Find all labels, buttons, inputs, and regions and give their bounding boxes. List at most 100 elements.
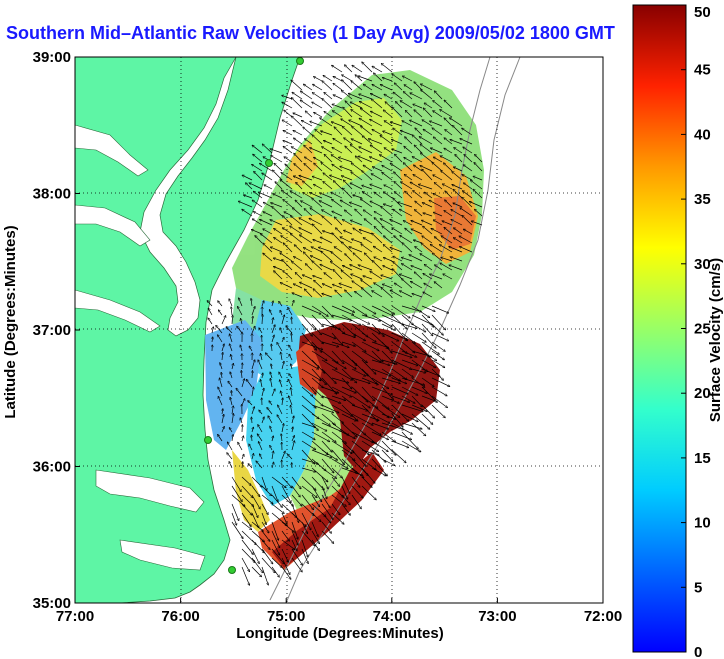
velocity-vector [341,386,356,393]
velocity-vector [341,494,350,505]
y-tick-label: 39:00 [33,49,71,66]
velocity-vector [361,341,379,351]
velocity-vector [324,141,333,145]
velocity-vector [380,155,393,163]
velocity-vector [334,217,343,226]
velocity-vectors [207,62,483,585]
velocity-vector [361,368,377,384]
velocity-vector [413,104,423,109]
velocity-vector [341,270,353,280]
velocity-vector [303,127,313,136]
velocity-vector [393,262,403,271]
velocity-vector [352,281,363,289]
velocity-vector [295,200,303,208]
velocity-vector [361,359,376,374]
velocity-vector [433,101,443,109]
velocity-vector [394,236,403,244]
velocity-vector [349,120,363,127]
velocity-vector [404,174,413,181]
x-axis-label: Longitude (Degrees:Minutes) [236,625,444,642]
velocity-vector [394,182,403,190]
velocity-vector [280,310,283,316]
velocity-vector [291,503,299,523]
velocity-vector [361,404,378,421]
velocity-vector [281,391,283,397]
velocity-vector [219,378,223,388]
velocity-vector [351,458,368,476]
velocity-vector [331,458,348,469]
velocity-vector [440,263,453,271]
velocity-vector [405,228,413,235]
velocity-vector [415,247,423,253]
velocity-vector [265,353,273,361]
velocity-vector [251,494,260,509]
velocity-vector [331,314,352,321]
velocity-vector [449,247,463,253]
velocity-vector [371,422,388,429]
velocity-vector [424,192,433,199]
velocity-vector [391,368,407,380]
velocity-vector [261,539,270,550]
velocity-vector [411,368,426,373]
velocity-vector [405,191,413,199]
velocity-vector [362,171,373,181]
velocity-vector [303,193,313,199]
velocity-vector [431,323,443,335]
velocity-vector [249,183,263,190]
velocity-vector [404,157,413,163]
velocity-vector [348,93,363,100]
velocity-vector [363,276,373,280]
velocity-vector [350,265,363,271]
velocity-vector [291,548,303,565]
velocity-vector [331,476,340,486]
velocity-vector [411,404,427,412]
velocity-vector [391,422,412,434]
velocity-vector [401,182,413,190]
velocity-vector [382,226,393,235]
velocity-vector [401,395,415,403]
velocity-vector [311,485,322,502]
velocity-vector [282,260,293,271]
velocity-vector [421,404,435,418]
velocity-vector [411,305,430,318]
velocity-vector [256,461,263,469]
velocity-vector [391,350,412,358]
velocity-vector [301,332,317,350]
velocity-vector [441,236,453,244]
velocity-vector [451,210,463,217]
velocity-vector [291,485,300,497]
velocity-vector [341,359,356,369]
velocity-vector [374,218,383,226]
velocity-vector [292,92,303,100]
velocity-vector [391,305,410,318]
velocity-vector [381,395,399,403]
velocity-vector [218,387,223,397]
velocity-vector [232,406,233,415]
velocity-vector [371,111,383,118]
velocity-vector [305,264,313,271]
velocity-vector [350,145,363,154]
velocity-vector [300,100,313,109]
velocity-vector [311,494,320,507]
velocity-vector [370,184,383,190]
velocity-vector [274,228,283,235]
velocity-vector [362,136,373,145]
velocity-vector [299,176,313,181]
velocity-vector [289,354,293,361]
velocity-vector [391,386,408,394]
velocity-vector [281,539,295,550]
velocity-vector [267,408,273,415]
velocity-vector [361,413,379,421]
velocity-vector [271,156,283,163]
velocity-vector [414,110,423,118]
velocity-vector [411,386,427,393]
velocity-vector [264,185,273,190]
velocity-vector [313,289,323,298]
velocity-vector [342,220,353,226]
velocity-vector [293,130,303,136]
velocity-vector [321,521,332,533]
velocity-vector [292,208,303,217]
velocity-vector [252,454,254,460]
velocity-vector [381,413,396,419]
